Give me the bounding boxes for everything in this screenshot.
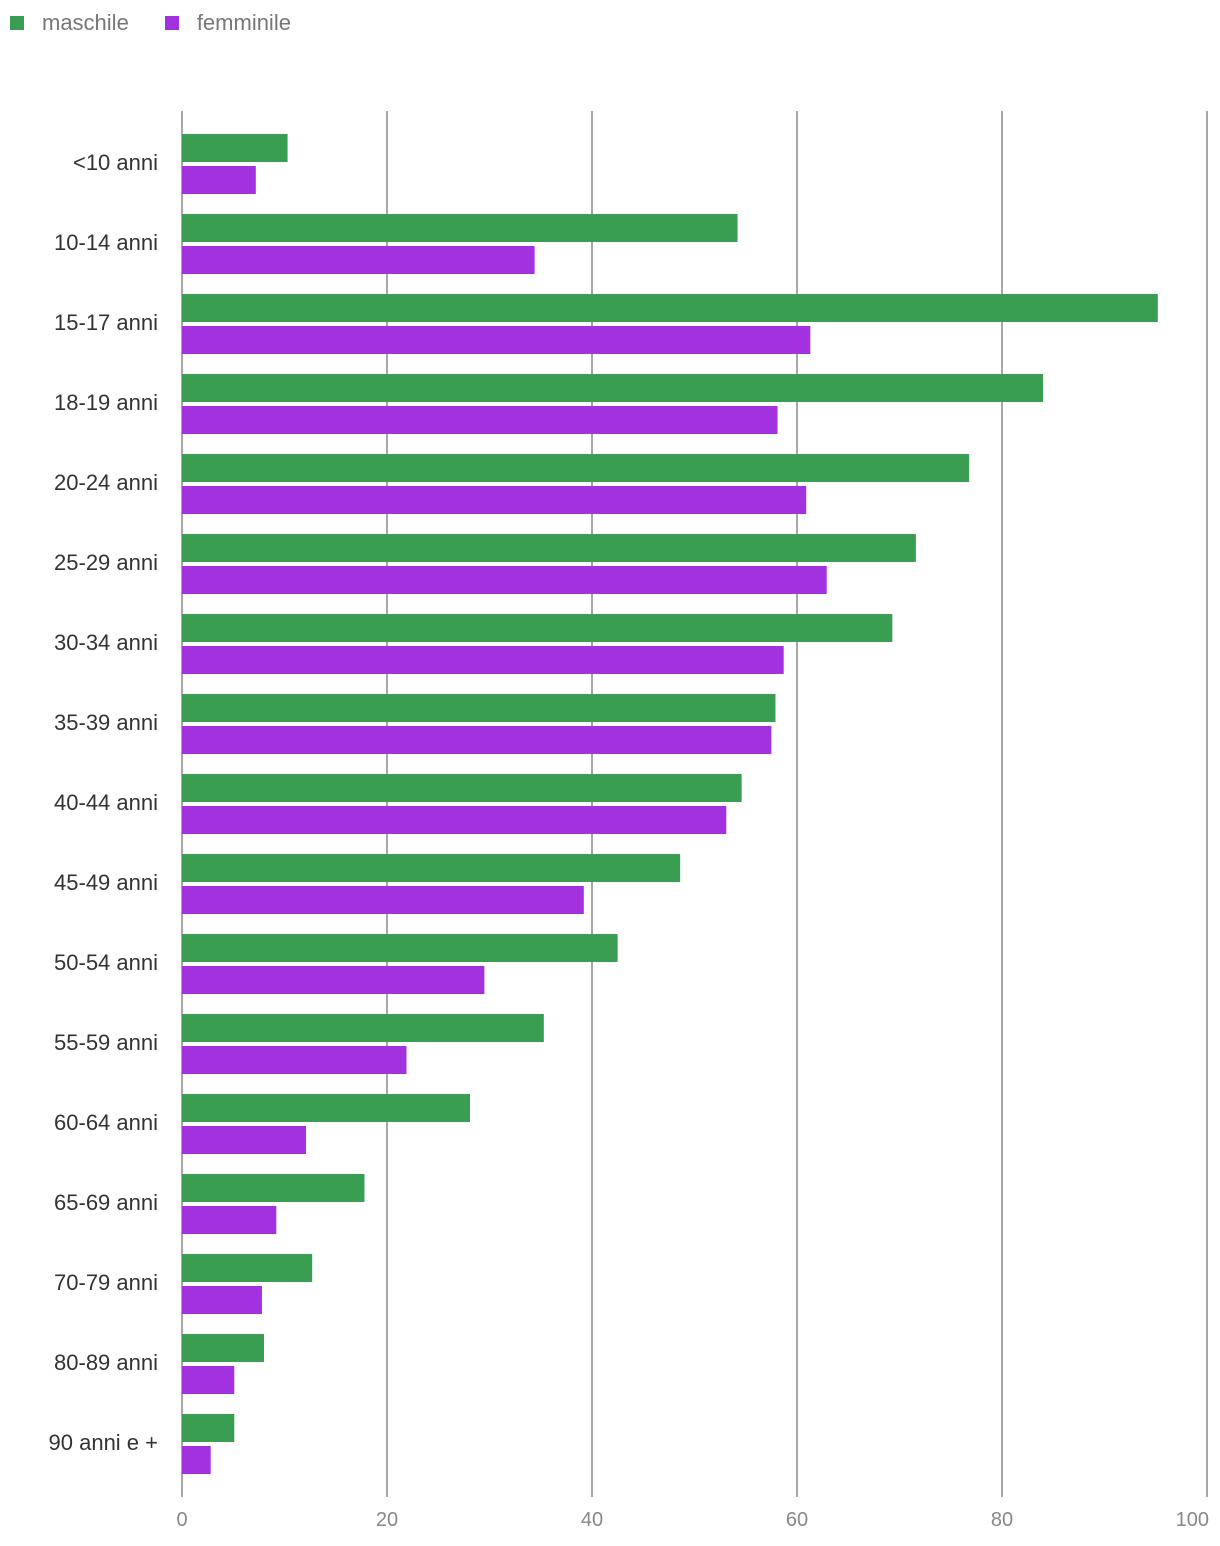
x-tick-label: 0: [176, 1509, 187, 1531]
bar-female[interactable]: [182, 966, 485, 994]
legend-label-maschile: maschile: [42, 10, 129, 35]
bar-male[interactable]: [182, 294, 1158, 322]
x-tick-label: 100: [1176, 1509, 1209, 1531]
legend-swatch-maschile: [10, 16, 24, 30]
category-label: 18-19 anni: [54, 390, 158, 415]
category-label: 30-34 anni: [54, 630, 158, 655]
bar-female[interactable]: [182, 246, 535, 274]
legend-item-maschile[interactable]: maschile: [10, 10, 129, 36]
bar-female[interactable]: [182, 166, 256, 194]
legend-item-femminile[interactable]: femminile: [164, 10, 291, 36]
bar-male[interactable]: [182, 1254, 313, 1282]
bar-male[interactable]: [182, 454, 970, 482]
bar-male[interactable]: [182, 214, 738, 242]
x-tick-label: 80: [991, 1509, 1013, 1531]
category-label: <10 anni: [73, 150, 158, 175]
category-label: 55-59 anni: [54, 1030, 158, 1055]
bar-female[interactable]: [182, 1206, 277, 1234]
bar-male[interactable]: [182, 134, 288, 162]
bar-male[interactable]: [182, 774, 742, 802]
x-tick-label: 60: [786, 1509, 808, 1531]
category-label: 25-29 anni: [54, 550, 158, 575]
category-label: 40-44 anni: [54, 790, 158, 815]
category-label: 90 anni e +: [49, 1430, 158, 1455]
x-tick-label: 40: [581, 1509, 603, 1531]
bar-female[interactable]: [182, 726, 772, 754]
bar-female[interactable]: [182, 1046, 407, 1074]
x-tick-label: 20: [376, 1509, 398, 1531]
bar-female[interactable]: [182, 646, 784, 674]
legend-swatch-femminile: [164, 16, 179, 30]
bar-female[interactable]: [182, 326, 811, 354]
category-label: 15-17 anni: [54, 310, 158, 335]
category-label: 65-69 anni: [54, 1190, 158, 1215]
bar-male[interactable]: [182, 934, 618, 962]
category-label: 35-39 anni: [54, 710, 158, 735]
bar-female[interactable]: [182, 566, 827, 594]
bar-male[interactable]: [182, 1174, 365, 1202]
category-label: 50-54 anni: [54, 950, 158, 975]
bar-male[interactable]: [182, 1414, 235, 1442]
bar-male[interactable]: [182, 374, 1043, 402]
bar-layer: [182, 134, 1158, 1474]
bar-male[interactable]: [182, 694, 776, 722]
category-label: 60-64 anni: [54, 1110, 158, 1135]
bar-female[interactable]: [182, 1446, 211, 1474]
bar-female[interactable]: [182, 406, 778, 434]
category-label: 10-14 anni: [54, 230, 158, 255]
bar-female[interactable]: [182, 806, 727, 834]
legend-label-femminile: femminile: [196, 10, 291, 35]
bar-male[interactable]: [182, 854, 681, 882]
legend: maschile femminile: [10, 10, 291, 36]
bar-male[interactable]: [182, 1334, 264, 1362]
category-label: 20-24 anni: [54, 470, 158, 495]
category-label: 80-89 anni: [54, 1350, 158, 1375]
bar-female[interactable]: [182, 1366, 235, 1394]
bar-female[interactable]: [182, 886, 584, 914]
bar-male[interactable]: [182, 1094, 471, 1122]
category-label: 45-49 anni: [54, 870, 158, 895]
category-label: 70-79 anni: [54, 1270, 158, 1295]
bar-male[interactable]: [182, 614, 893, 642]
bar-female[interactable]: [182, 1126, 307, 1154]
bar-male[interactable]: [182, 1014, 544, 1042]
bar-female[interactable]: [182, 1286, 262, 1314]
bar-female[interactable]: [182, 486, 807, 514]
label-layer: 0 20 40 60 80 100 <10 anni 10-14 anni 15-17 anni…: [49, 150, 1209, 1531]
bar-male[interactable]: [182, 534, 916, 562]
